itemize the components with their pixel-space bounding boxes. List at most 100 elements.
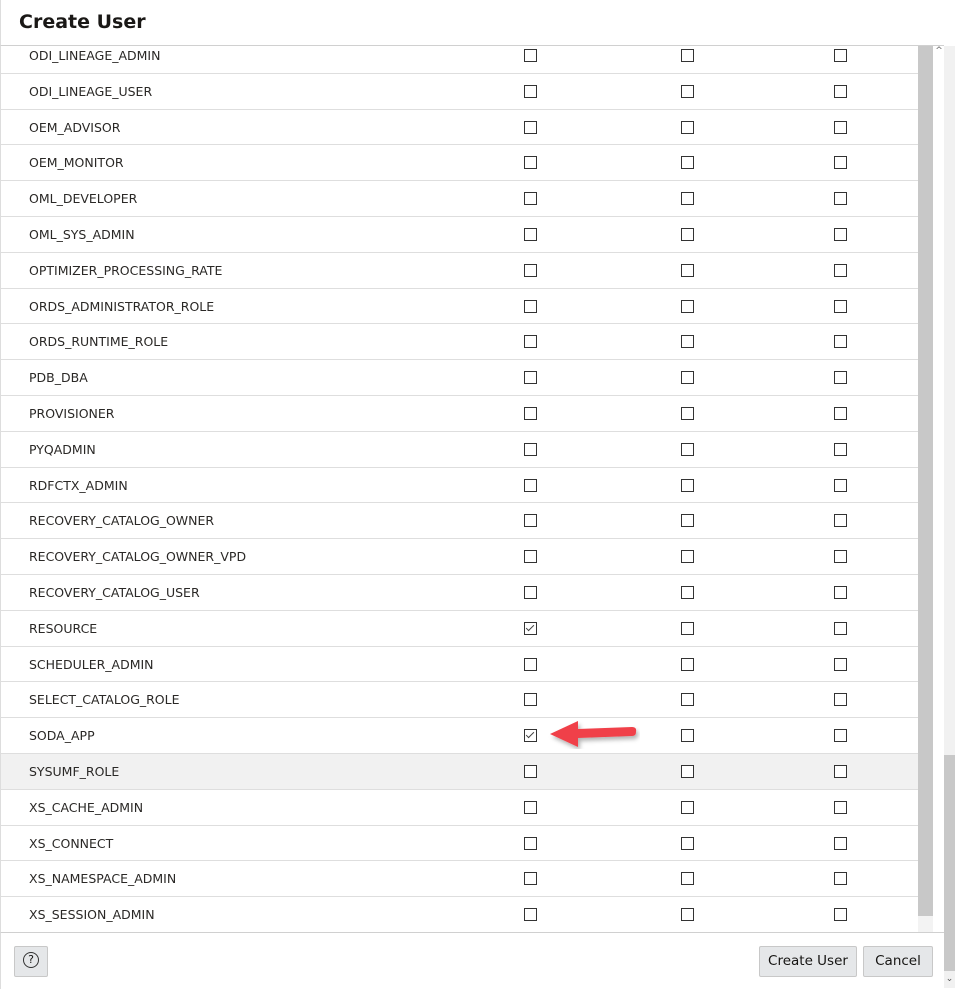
role-checkbox-col1[interactable] [524,657,537,671]
role-checkbox-col3[interactable] [834,836,847,850]
cancel-button[interactable]: Cancel [863,946,933,977]
role-checkbox-col2[interactable] [681,764,694,778]
role-checkbox-col2[interactable] [681,657,694,671]
role-checkbox-col1[interactable] [524,406,537,420]
role-checkbox-col2[interactable] [681,84,694,98]
role-checkbox-col3[interactable] [834,693,847,707]
role-checkbox-col1[interactable] [524,693,537,707]
role-row: OEM_ADVISOR [1,110,918,146]
role-checkbox-col1[interactable] [524,84,537,98]
role-checkbox-col3[interactable] [834,442,847,456]
role-checkbox-col2[interactable] [681,800,694,814]
role-checkbox-col1[interactable] [524,800,537,814]
role-name: XS_CACHE_ADMIN [29,799,144,815]
role-checkbox-col2[interactable] [681,442,694,456]
role-name: PDB_DBA [29,370,88,386]
role-checkbox-col3[interactable] [834,335,847,349]
role-checkbox-col3[interactable] [834,657,847,671]
role-checkbox-col1[interactable] [524,585,537,599]
role-checkbox-col1[interactable] [524,621,537,635]
role-checkbox-col2[interactable] [681,49,694,62]
role-checkbox-col1[interactable] [524,514,537,528]
role-checkbox-col1[interactable] [524,442,537,456]
table-scrollbar-thumb[interactable] [918,46,933,916]
role-checkbox-col3[interactable] [834,800,847,814]
role-checkbox-col2[interactable] [681,550,694,564]
role-checkbox-col2[interactable] [681,872,694,886]
help-button[interactable]: ? [14,946,48,977]
role-checkbox-col2[interactable] [681,192,694,206]
role-name: OEM_MONITOR [29,155,124,171]
role-checkbox-col3[interactable] [834,192,847,206]
role-checkbox-col3[interactable] [834,764,847,778]
role-checkbox-col1[interactable] [524,335,537,349]
page-scrollbar-thumb[interactable] [944,755,955,971]
role-checkbox-col2[interactable] [681,836,694,850]
role-checkbox-col2[interactable] [681,120,694,134]
role-checkbox-col3[interactable] [834,406,847,420]
role-checkbox-col1[interactable] [524,478,537,492]
role-checkbox-col2[interactable] [681,514,694,528]
role-checkbox-col2[interactable] [681,908,694,922]
role-checkbox-col1[interactable] [524,192,537,206]
role-row: OML_SYS_ADMIN [1,217,918,253]
role-checkbox-col2[interactable] [681,406,694,420]
role-name: XS_CONNECT [29,835,114,851]
roles-list: ODI_LINEAGE_ADMIN ODI_LINEAGE_USER OEM_ADV… [1,46,918,932]
role-checkbox-col2[interactable] [681,335,694,349]
role-checkbox-col1[interactable] [524,120,537,134]
role-checkbox-col3[interactable] [834,908,847,922]
role-row: RECOVERY_CATALOG_USER [1,575,918,611]
role-checkbox-col1[interactable] [524,227,537,241]
role-checkbox-col1[interactable] [524,764,537,778]
role-name: RECOVERY_CATALOG_OWNER [29,513,215,529]
role-checkbox-col3[interactable] [834,263,847,277]
role-checkbox-col1[interactable] [524,836,537,850]
role-checkbox-col2[interactable] [681,621,694,635]
role-checkbox-col2[interactable] [681,729,694,743]
role-checkbox-col3[interactable] [834,585,847,599]
role-checkbox-col1[interactable] [524,729,537,743]
create-user-button[interactable]: Create User [759,946,857,977]
page-scrollbar[interactable] [944,46,955,988]
role-checkbox-col3[interactable] [834,120,847,134]
role-checkbox-col3[interactable] [834,84,847,98]
role-checkbox-col1[interactable] [524,49,537,62]
role-checkbox-col3[interactable] [834,49,847,62]
role-checkbox-col3[interactable] [834,550,847,564]
role-row: RDFCTX_ADMIN [1,468,918,504]
role-row: OPTIMIZER_PROCESSING_RATE [1,253,918,289]
role-checkbox-col3[interactable] [834,156,847,170]
role-checkbox-col1[interactable] [524,908,537,922]
role-row: OML_DEVELOPER [1,181,918,217]
role-checkbox-col1[interactable] [524,550,537,564]
role-checkbox-col2[interactable] [681,478,694,492]
role-checkbox-col3[interactable] [834,371,847,385]
role-checkbox-col1[interactable] [524,371,537,385]
role-checkbox-col1[interactable] [524,156,537,170]
scroll-up-icon[interactable]: ^ [935,46,943,56]
page-scroll-down-icon[interactable]: ⌄ [945,974,954,984]
role-checkbox-col3[interactable] [834,514,847,528]
role-row: SODA_APP [1,718,918,754]
role-checkbox-col3[interactable] [834,872,847,886]
dialog-footer: ? Create User Cancel [0,932,944,989]
role-checkbox-col2[interactable] [681,371,694,385]
role-checkbox-col1[interactable] [524,263,537,277]
role-checkbox-col2[interactable] [681,227,694,241]
role-checkbox-col3[interactable] [834,729,847,743]
role-checkbox-col3[interactable] [834,621,847,635]
role-checkbox-col1[interactable] [524,872,537,886]
role-checkbox-col3[interactable] [834,227,847,241]
role-checkbox-col2[interactable] [681,299,694,313]
role-row: RESOURCE [1,611,918,647]
role-row: PDB_DBA [1,360,918,396]
role-checkbox-col3[interactable] [834,478,847,492]
table-scrollbar[interactable]: ⌄ [918,46,933,932]
role-checkbox-col2[interactable] [681,693,694,707]
role-checkbox-col1[interactable] [524,299,537,313]
role-checkbox-col2[interactable] [681,263,694,277]
role-checkbox-col2[interactable] [681,585,694,599]
role-checkbox-col2[interactable] [681,156,694,170]
role-checkbox-col3[interactable] [834,299,847,313]
